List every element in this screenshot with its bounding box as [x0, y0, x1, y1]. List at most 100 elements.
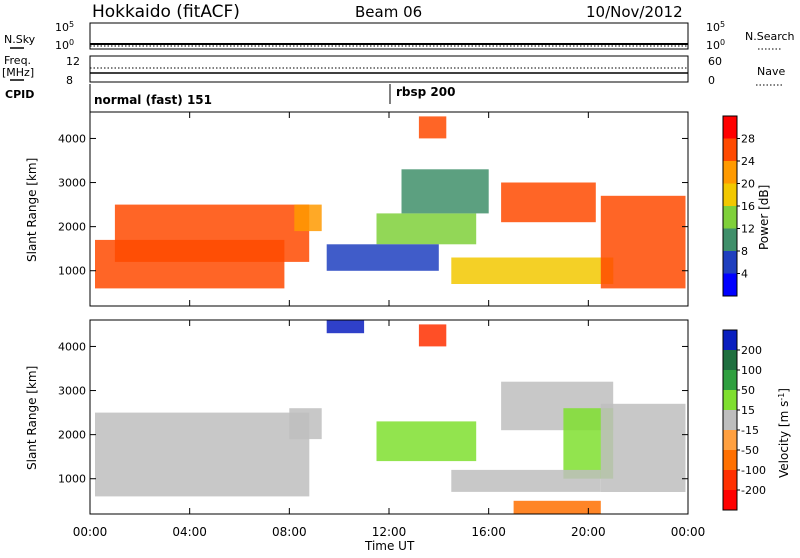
velocity-colorbar-swatch-1: [723, 350, 737, 370]
nave-label: Nave: [757, 65, 785, 78]
power-region-2: [294, 204, 322, 232]
power-colorbar-swatch-1: [723, 138, 737, 161]
noise-strip-frame: [89, 22, 689, 50]
power-region-5: [501, 182, 596, 223]
x-tick-label: 16:00: [471, 525, 506, 539]
velocity-region-0: [95, 412, 310, 497]
velocity-colorbar: 200 100 50 15 -15 -50 -100 -200: [722, 329, 766, 511]
velocity-colorbar-swatch-0: [723, 330, 737, 350]
power-colorbar-swatch-6: [723, 251, 737, 274]
power-region-6: [600, 195, 686, 289]
power-ylabel: Slant Range [km]: [25, 158, 39, 262]
power-region-3: [418, 116, 447, 139]
power-region-4: [451, 257, 614, 284]
velocity-colorbar-swatch-3: [723, 390, 737, 410]
freq-strip-traces: [90, 67, 688, 74]
sky-tick-top: 105: [55, 20, 74, 35]
power-ytick-label: 1000: [58, 265, 86, 278]
freq-tick-bottom: 8: [66, 74, 73, 87]
velocity-region-7: [600, 403, 686, 492]
velocity-panel: 1000 2000 3000 4000 00:00 04:00 08:00 12:00 16:0…: [58, 320, 705, 539]
velocity-colorbar-tick-label: -50: [741, 444, 759, 457]
power-colorbar-tick-label: 20: [741, 178, 755, 191]
velocity-region-9: [513, 500, 601, 514]
power-colorbar-swatch-5: [723, 228, 737, 251]
velocity-colorbar-tick-label: 100: [741, 364, 762, 377]
power-colorbar-swatch-0: [723, 116, 737, 139]
nsearch-label: N.Search: [745, 30, 795, 43]
power-colorbar-swatch-3: [723, 183, 737, 206]
nave-tick-top: 60: [708, 55, 722, 68]
velocity-colorbar-tick-label: -100: [741, 464, 766, 477]
velocity-colorbar-tick-label: 200: [741, 344, 762, 357]
velocity-colorbar-tick-label: -200: [741, 484, 766, 497]
velocity-colorbar-swatch-2: [723, 370, 737, 390]
x-tick-label: 00:00: [671, 525, 706, 539]
power-ytick-label: 2000: [58, 221, 86, 234]
x-tick-label: 00:00: [73, 525, 108, 539]
date-title: 10/Nov/2012: [586, 3, 683, 21]
nsky-label: N.Sky: [4, 33, 36, 46]
x-tick-label: 08:00: [272, 525, 307, 539]
velocity-region-3: [326, 320, 365, 334]
freq-tick-top: 12: [66, 55, 80, 68]
search-tick-top: 105: [706, 20, 725, 35]
velocity-ylabel: Slant Range [km]: [25, 366, 39, 470]
velocity-ytick-label: 4000: [58, 340, 86, 353]
cpid-segment-1: normal (fast) 151: [94, 93, 212, 107]
power-region-7: [376, 213, 477, 245]
freq-unit-label: [MHz]: [2, 66, 34, 79]
velocity-colorbar-tick-label: -15: [741, 424, 759, 437]
power-panel: 1000 2000 3000 4000: [58, 112, 689, 306]
x-tick-label: 04:00: [172, 525, 207, 539]
power-ytick-label: 4000: [58, 132, 86, 145]
power-colorbar-swatch-2: [723, 161, 737, 184]
power-region-9: [326, 244, 439, 271]
velocity-colorbar-tick-label: 50: [741, 384, 755, 397]
velocity-region-4: [376, 421, 477, 462]
beam-title: Beam 06: [355, 3, 422, 21]
freq-strip-frame: [89, 55, 689, 83]
velocity-panel-frame: [89, 319, 689, 515]
nave-tick-bottom: 0: [708, 74, 715, 87]
station-title: Hokkaido (fitACF): [92, 2, 240, 22]
power-colorbar-label: Power [dB]: [757, 185, 771, 250]
velocity-region-8: [451, 469, 601, 492]
power-panel-frame: [89, 111, 689, 307]
velocity-colorbar-tick-label: 15: [741, 404, 755, 417]
velocity-ytick-label: 2000: [58, 429, 86, 442]
velocity-colorbar-label: Velocity [m s-1]: [777, 388, 792, 478]
power-colorbar-tick-label: 4: [741, 268, 748, 281]
x-axis-label: Time UT: [364, 539, 415, 553]
sky-tick-bottom: 100: [55, 38, 74, 53]
velocity-region-1: [289, 408, 322, 440]
x-tick-label: 20:00: [571, 525, 606, 539]
velocity-colorbar-swatch-6: [723, 450, 737, 470]
cpid-segment-2: rbsp 200: [396, 85, 455, 99]
velocity-region-2: [418, 324, 447, 347]
velocity-ytick-label: 1000: [58, 473, 86, 486]
velocity-colorbar-swatch-4: [723, 410, 737, 430]
velocity-colorbar-swatch-5: [723, 430, 737, 450]
cpid-label: CPID: [5, 88, 34, 101]
velocity-colorbar-swatch-7: [723, 470, 737, 490]
noise-strip-traces: [90, 43, 688, 47]
power-colorbar-swatch-4: [723, 206, 737, 229]
search-tick-bottom: 100: [706, 38, 725, 53]
power-region-1: [114, 204, 310, 262]
velocity-ytick-label: 3000: [58, 385, 86, 398]
power-region-8: [401, 169, 489, 214]
power-colorbar-tick-label: 16: [741, 200, 755, 213]
x-tick-label: 12:00: [372, 525, 407, 539]
power-colorbar-tick-label: 28: [741, 133, 755, 146]
power-colorbar-tick-label: 8: [741, 245, 748, 258]
velocity-colorbar-swatch-8: [723, 490, 737, 510]
power-colorbar: 28 24 20 16 12 8 4: [722, 115, 755, 297]
power-ytick-label: 3000: [58, 177, 86, 190]
power-colorbar-tick-label: 12: [741, 223, 755, 236]
power-colorbar-tick-label: 24: [741, 155, 755, 168]
velocity-colorbar-frame: [722, 329, 738, 511]
freq-label: Freq.: [4, 54, 31, 67]
